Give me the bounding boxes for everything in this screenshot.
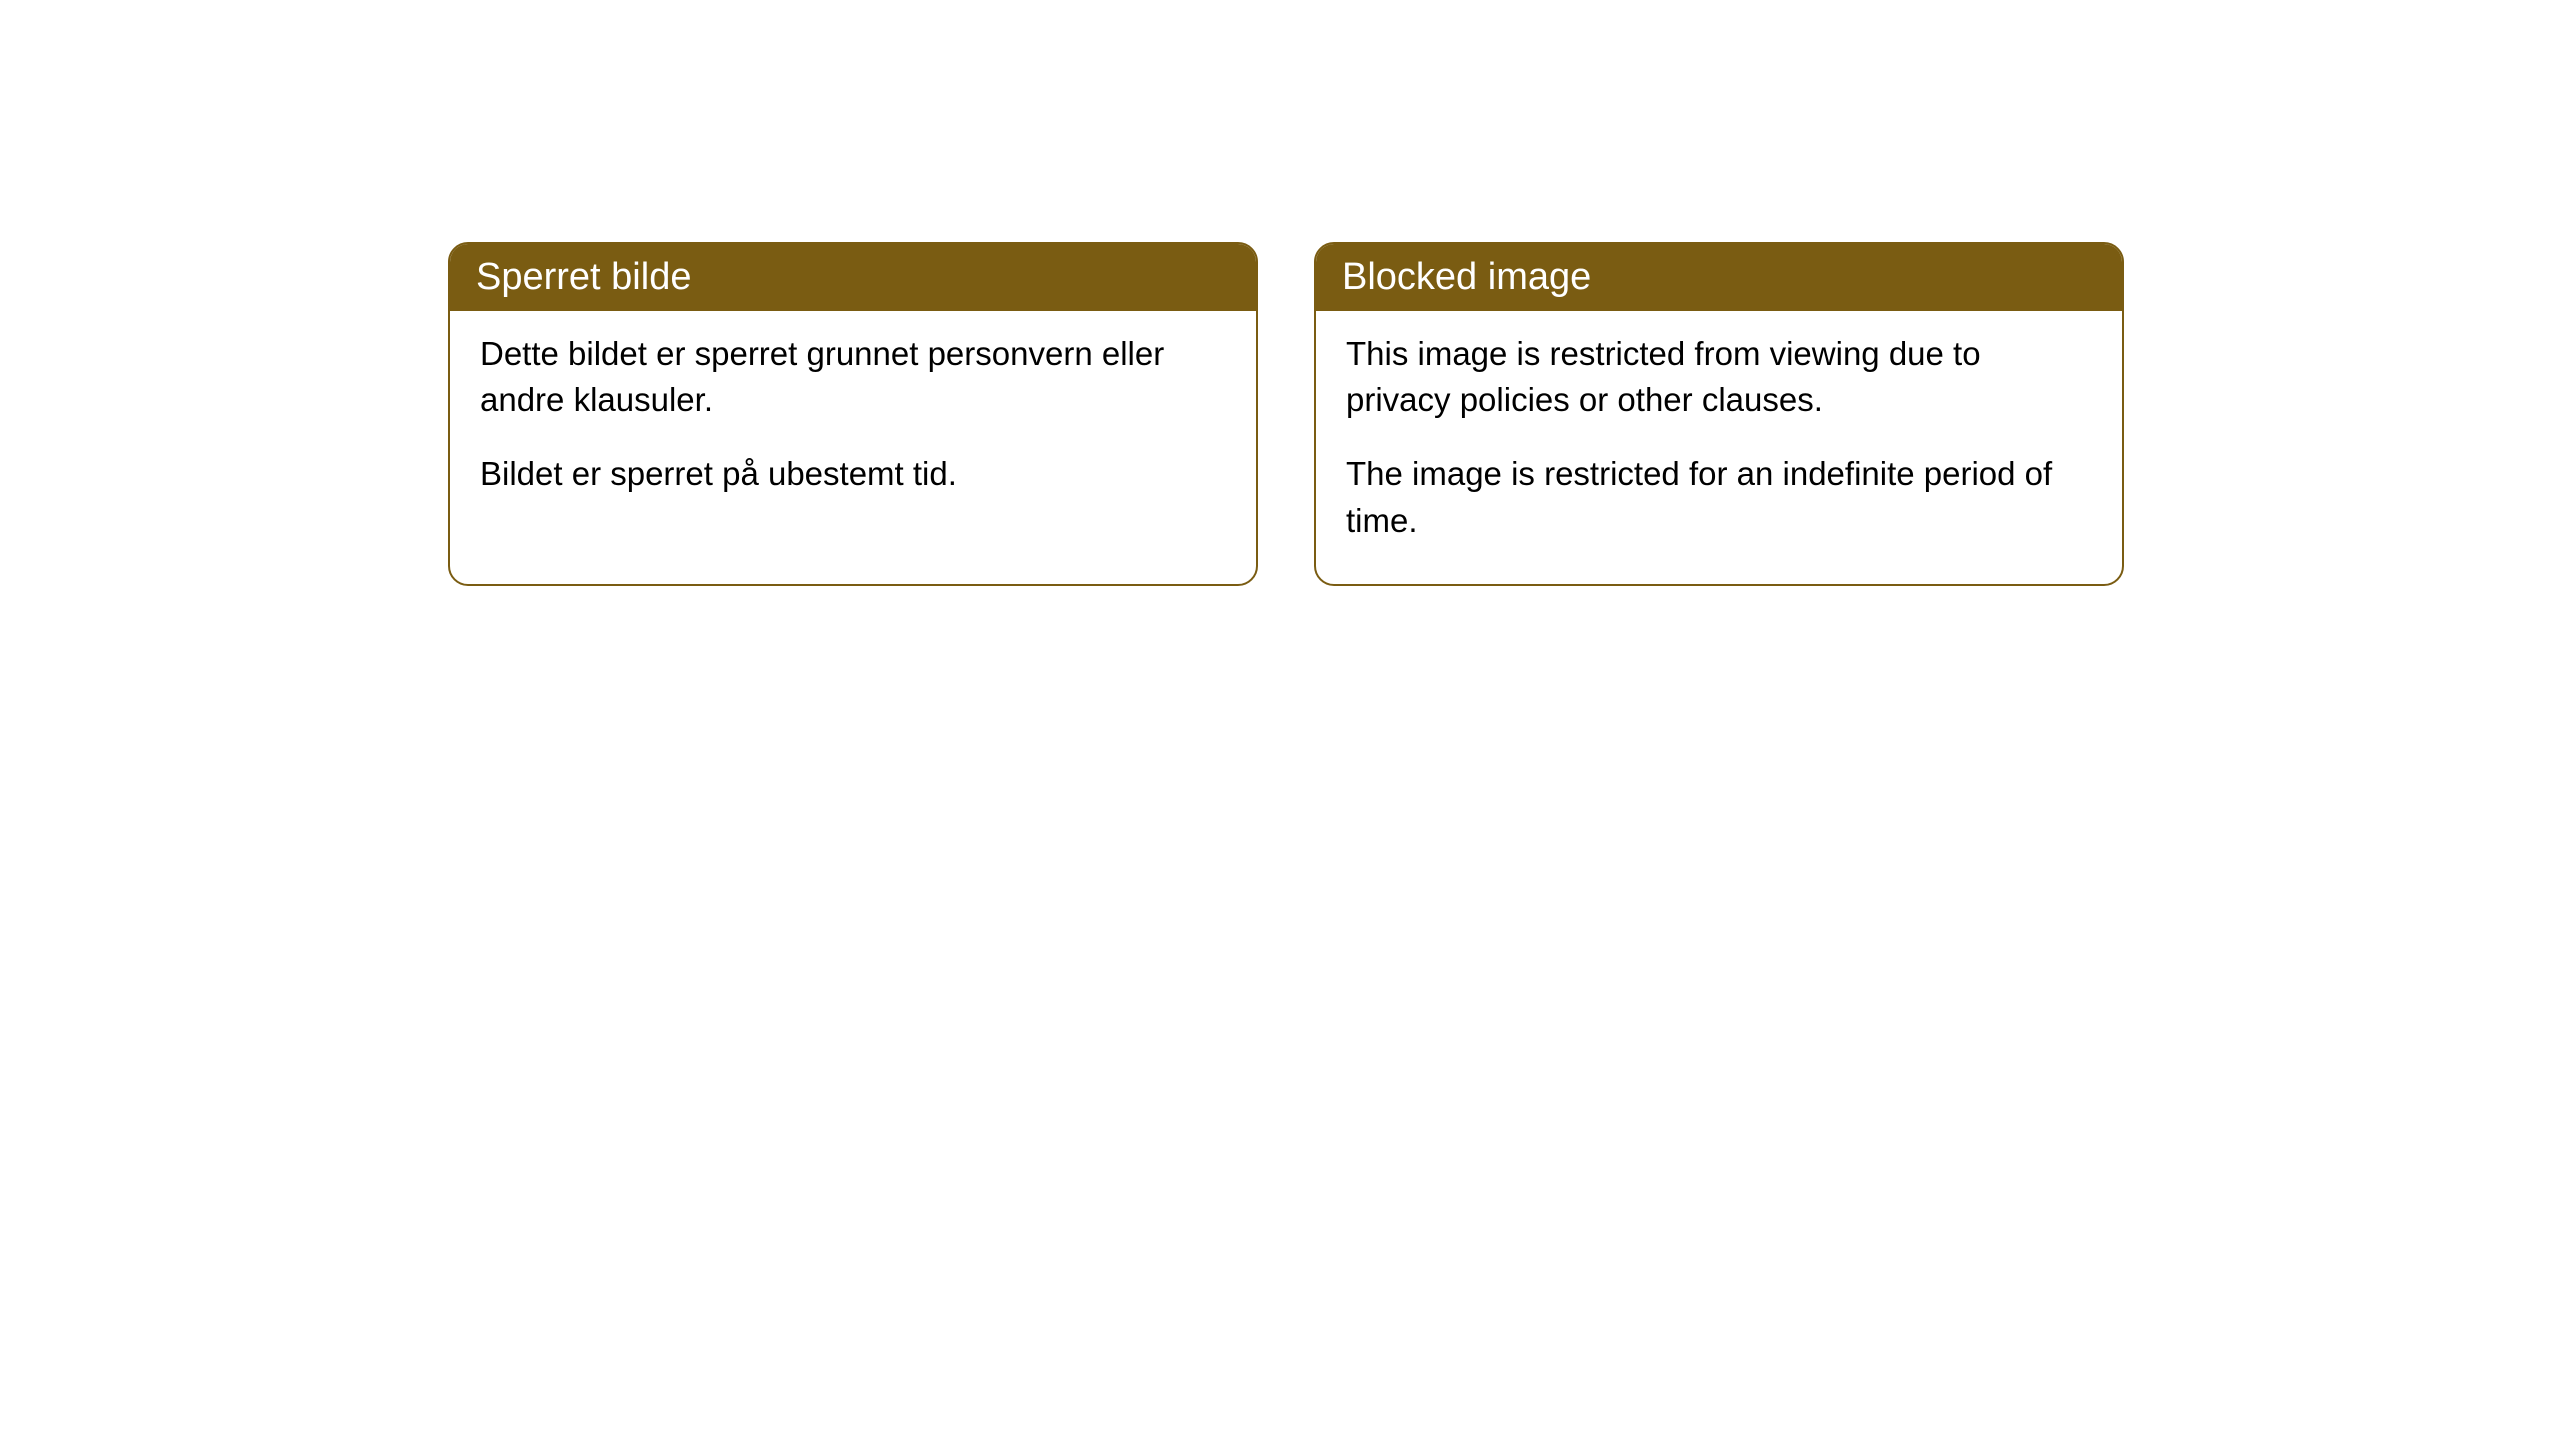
card-english: Blocked image This image is restricted f… — [1314, 242, 2124, 586]
card-header-norwegian: Sperret bilde — [450, 244, 1256, 311]
card-body-norwegian: Dette bildet er sperret grunnet personve… — [450, 311, 1256, 538]
card-header-english: Blocked image — [1316, 244, 2122, 311]
card-paragraph-1: This image is restricted from viewing du… — [1346, 331, 2092, 423]
card-paragraph-2: The image is restricted for an indefinit… — [1346, 451, 2092, 543]
cards-container: Sperret bilde Dette bildet er sperret gr… — [448, 242, 2124, 586]
card-paragraph-2: Bildet er sperret på ubestemt tid. — [480, 451, 1226, 497]
card-paragraph-1: Dette bildet er sperret grunnet personve… — [480, 331, 1226, 423]
card-body-english: This image is restricted from viewing du… — [1316, 311, 2122, 584]
card-norwegian: Sperret bilde Dette bildet er sperret gr… — [448, 242, 1258, 586]
